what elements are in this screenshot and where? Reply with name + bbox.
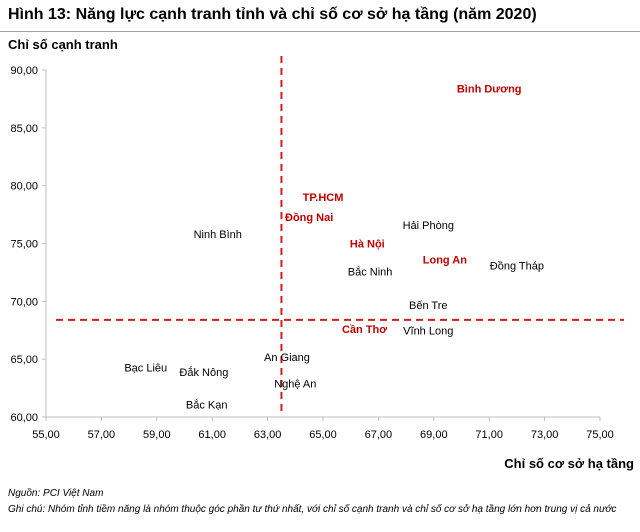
chart-axes: [42, 69, 601, 421]
x-tick-label: 61,00: [198, 429, 226, 441]
footnote: Ghi chú: Nhóm tỉnh tiềm năng là nhóm thu…: [8, 504, 617, 515]
x-tick-label: 71,00: [475, 429, 503, 441]
y-tick-label: 90,00: [10, 65, 38, 77]
data-point: Cần Thơ: [342, 324, 387, 336]
data-point: Ninh Bình: [194, 229, 242, 241]
x-tick-label: 57,00: [88, 429, 116, 441]
x-tick-label: 65,00: [309, 429, 337, 441]
data-point: Bắc Kạn: [186, 398, 228, 411]
x-tick-label: 75,00: [586, 429, 614, 441]
x-tick-label: 69,00: [420, 429, 448, 441]
y-axis-title: Chỉ số cạnh tranh: [8, 37, 118, 52]
data-point: Hải Phòng: [403, 220, 454, 232]
x-tick-label: 55,00: [32, 429, 60, 441]
data-label: Long An: [423, 255, 467, 267]
data-label: TP.HCM: [303, 192, 344, 204]
y-tick-label: 85,00: [10, 123, 38, 135]
data-point: Long An: [423, 255, 467, 267]
data-label: Bình Dương: [457, 84, 522, 96]
data-point: Nghệ An: [274, 378, 316, 390]
data-point: An Giang: [264, 352, 310, 364]
data-point: Vĩnh Long: [403, 325, 453, 337]
data-point: TP.HCM: [303, 192, 344, 204]
data-label: Đắk Nông: [179, 366, 228, 379]
data-label: Đồng Nai: [285, 212, 333, 224]
title-divider: [0, 31, 640, 32]
y-tick-label: 65,00: [10, 354, 38, 366]
source-note: Nguồn: PCI Việt Nam: [8, 488, 104, 499]
data-label: Hải Phòng: [403, 220, 454, 232]
figure-title: Hình 13: Năng lực cạnh tranh tỉnh và chỉ…: [8, 6, 537, 23]
data-point: Bến Tre: [409, 300, 448, 312]
data-point: Hà Nội: [350, 239, 385, 251]
data-point: Đắk Nông: [179, 366, 228, 379]
data-point: Bắc Ninh: [348, 265, 393, 278]
median-lines: [56, 56, 624, 413]
data-label: Bắc Kạn: [186, 398, 228, 411]
data-label: Bắc Ninh: [348, 265, 393, 278]
x-tick-label: 73,00: [531, 429, 559, 441]
data-label: Bến Tre: [409, 300, 448, 312]
y-tick-label: 80,00: [10, 181, 38, 193]
x-tick-label: 59,00: [143, 429, 171, 441]
data-label: Vĩnh Long: [403, 325, 453, 337]
data-point: Bình Dương: [457, 84, 522, 96]
y-tick-label: 70,00: [10, 296, 38, 308]
data-point: Bạc Liêu: [124, 362, 167, 374]
x-tick-label: 67,00: [365, 429, 393, 441]
data-label: Hà Nội: [350, 239, 385, 251]
data-point: Đồng Tháp: [490, 260, 544, 272]
data-label: Bạc Liêu: [124, 362, 167, 374]
data-points: Bình Dương TP.HCM Đồng Nai Hà Nội Long An Cần…: [124, 84, 544, 412]
x-axis-title: Chỉ số cơ sở hạ tầng: [504, 456, 634, 471]
data-point: Đồng Nai: [285, 212, 333, 224]
data-label: Cần Thơ: [342, 324, 387, 336]
x-tick-label: 63,00: [254, 429, 282, 441]
data-label: An Giang: [264, 352, 310, 364]
tick-labels: 60,00 65,00 70,00 75,00 80,00 85,00 90,00 55,00…: [10, 65, 613, 441]
data-label: Đồng Tháp: [490, 260, 544, 272]
y-tick-label: 75,00: [10, 239, 38, 251]
data-label: Nghệ An: [274, 378, 316, 390]
data-label: Ninh Bình: [194, 229, 242, 241]
y-tick-label: 60,00: [10, 412, 38, 424]
